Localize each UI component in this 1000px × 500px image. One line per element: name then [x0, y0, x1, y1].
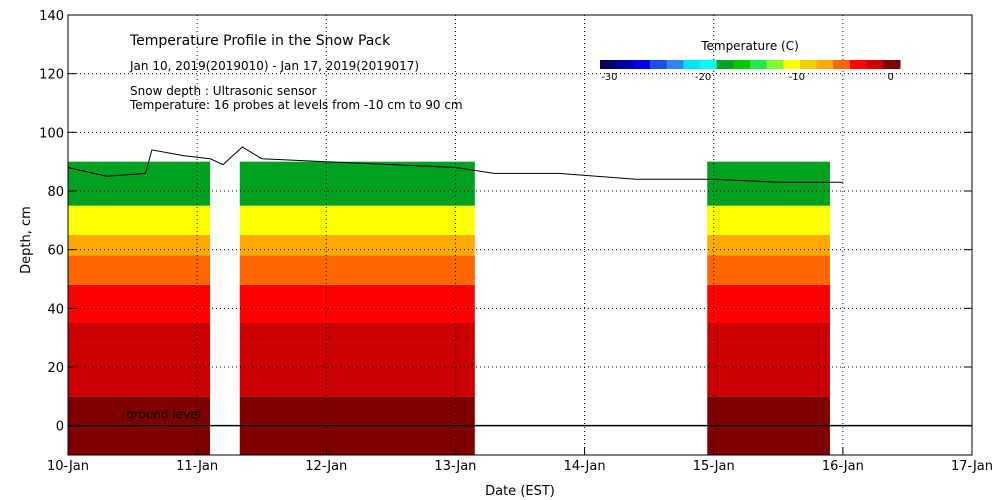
y-tick-label: 120	[39, 68, 64, 83]
colorbar-swatch	[833, 60, 851, 69]
colorbar-tick-label: -20	[695, 72, 711, 83]
colorbar-tick-label: 0	[887, 72, 893, 83]
x-tick-label: 10-Jan	[47, 459, 89, 474]
chart-subtitle: Jan 10, 2019(2019010) - Jan 17, 2019(201…	[129, 59, 419, 73]
band-0-3	[68, 284, 211, 323]
band-1-3	[239, 284, 475, 323]
x-axis-label: Date (EST)	[485, 484, 555, 499]
colorbar-swatch	[683, 60, 701, 69]
colorbar-swatch	[800, 60, 818, 69]
y-tick-label: 60	[47, 244, 64, 259]
colorbar-swatch	[633, 60, 651, 69]
y-tick-label: 0	[56, 420, 64, 435]
colorbar-swatch	[816, 60, 834, 69]
band-0-4	[68, 255, 211, 285]
y-tick-label: 140	[39, 9, 64, 24]
colorbar-swatch	[716, 60, 734, 69]
x-tick-label: 13-Jan	[434, 459, 476, 474]
colorbar-swatch	[850, 60, 868, 69]
colorbar-swatch	[666, 60, 684, 69]
colorbar-swatch	[783, 60, 801, 69]
colorbar-swatch	[700, 60, 718, 69]
band-1-4	[239, 255, 475, 285]
colorbar: -30 -20 -10 0	[600, 60, 901, 83]
colorbar-label: Temperature (C)	[700, 39, 799, 53]
band-1-1	[239, 343, 475, 397]
y-axis: 0 20 40 60 80 100 120 140	[39, 9, 972, 435]
x-tick-label: 12-Jan	[305, 459, 347, 474]
band-0-7	[68, 161, 211, 206]
colorbar-swatch	[883, 60, 901, 69]
snow-depth-trace	[67, 146, 843, 183]
x-tick-label: 17-Jan	[951, 459, 993, 474]
band-0-5	[68, 235, 211, 256]
colorbar-tick-label: -30	[601, 72, 617, 83]
band-2-2	[707, 323, 830, 344]
band-0-2	[68, 323, 211, 344]
band-1-7	[239, 161, 475, 206]
colorbar-swatch	[600, 60, 618, 69]
y-tick-label: 80	[47, 185, 64, 200]
band-2-5	[707, 235, 830, 256]
x-tick-label: 11-Jan	[176, 459, 218, 474]
y-tick-label: 20	[47, 361, 64, 376]
colorbar-swatch	[766, 60, 784, 69]
y-tick-label: 100	[39, 126, 64, 141]
band-2-7	[707, 161, 830, 206]
band-0-6	[68, 205, 211, 235]
y-tick-label: 40	[47, 302, 64, 317]
band-2-6	[707, 205, 830, 235]
colorbar-tick-label: -10	[789, 72, 805, 83]
plot-frame	[67, 14, 973, 456]
band-0-1	[68, 343, 211, 397]
x-tick-label: 14-Jan	[564, 459, 606, 474]
band-1-5	[239, 235, 475, 256]
y-axis-label: Depth, cm	[19, 206, 34, 274]
x-axis: 10-Jan 11-Jan 12-Jan 13-Jan 14-Jan 15-Jan 16-J…	[47, 447, 993, 474]
colorbar-swatch	[650, 60, 668, 69]
colorbar-swatch	[750, 60, 768, 69]
band-1-2	[239, 323, 475, 344]
ground-level-label: ground level	[126, 407, 201, 421]
chart-note-probes: Temperature: 16 probes at levels from -1…	[129, 98, 463, 112]
chart-note-snow-depth: Snow depth : Ultrasonic sensor	[130, 84, 317, 98]
x-tick-label: 16-Jan	[822, 459, 864, 474]
x-tick-label: 15-Jan	[693, 459, 735, 474]
band-2-1	[707, 343, 830, 397]
colorbar-swatch	[866, 60, 884, 69]
chart-title: Temperature Profile in the Snow Pack	[129, 33, 391, 49]
snow-depth-line	[67, 146, 843, 183]
band-2-4	[707, 255, 830, 285]
colorbar-swatch	[616, 60, 634, 69]
colorbar-swatch	[733, 60, 751, 69]
band-1-6	[239, 205, 475, 235]
band-2-3	[707, 284, 830, 323]
